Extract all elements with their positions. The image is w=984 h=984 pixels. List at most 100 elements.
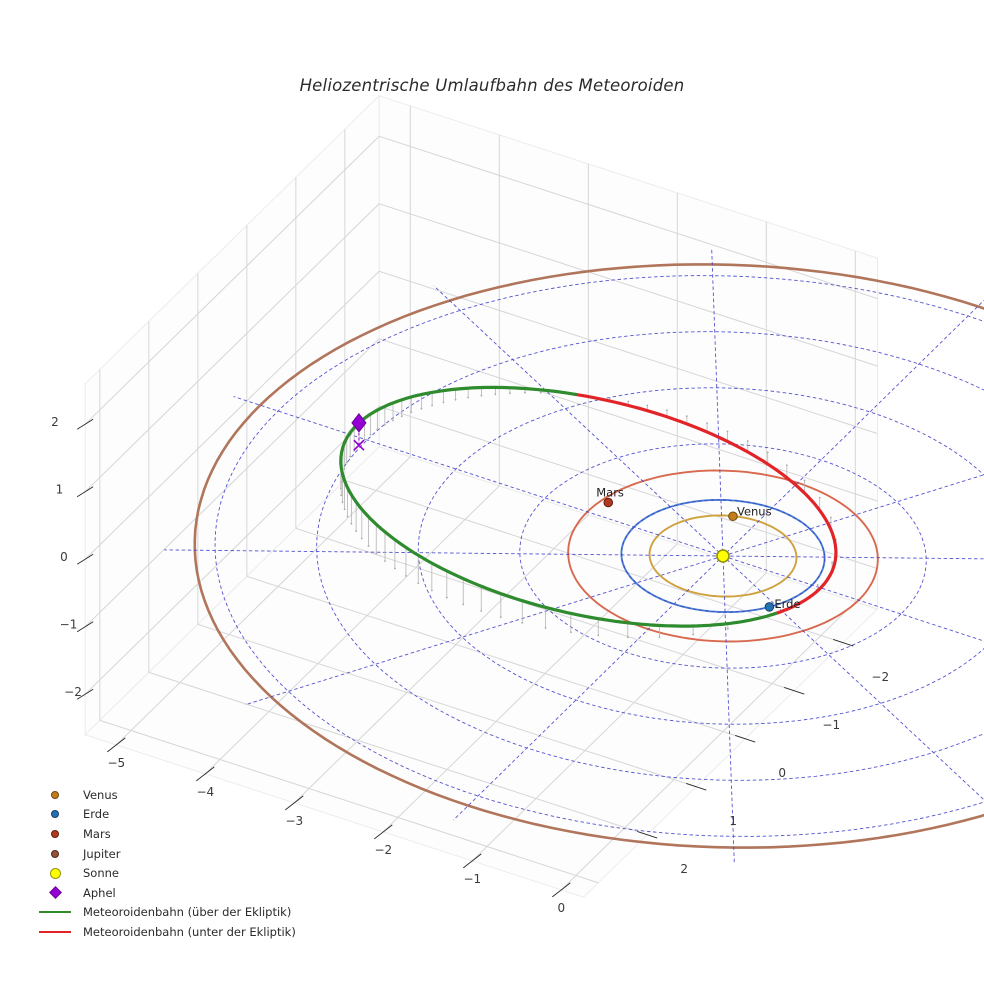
stem-base-dot — [376, 428, 379, 431]
meteoroid-path-below-ecliptic — [574, 392, 838, 616]
stem-base-dot — [345, 461, 348, 464]
line-icon — [39, 911, 71, 914]
dot-icon — [51, 810, 59, 819]
x-axis-tick-label: −5 — [107, 756, 125, 770]
legend-item-erde: Erde — [33, 805, 296, 825]
stem-base-dot — [658, 636, 661, 639]
y-axis-tick — [735, 735, 756, 743]
planet-markers: Venus Erde Mars — [596, 486, 801, 612]
ecliptic-grid-radial — [164, 549, 716, 557]
stem-base-dot — [627, 400, 630, 403]
axis-tick-labels: −5 −4 −3 −2 −1 0 −2 −1 0 1 2 −2 −1 0 1 2 — [51, 415, 889, 915]
stem-base-dot — [346, 515, 349, 518]
x-axis-tick-label: −2 — [374, 843, 392, 857]
legend-dot-marker — [33, 810, 77, 819]
y-axis-tick — [686, 783, 707, 791]
floor-x-gridline — [471, 572, 767, 862]
stem-base-dot — [706, 422, 708, 425]
z-axis-tick — [76, 418, 94, 430]
stem-base-dot — [818, 496, 821, 499]
aphel-diamond-marker — [351, 413, 367, 433]
dot-icon — [51, 849, 59, 858]
legend-label: Jupiter — [83, 846, 121, 861]
z-axis-tick-label: 2 — [51, 415, 59, 429]
legend-item-meteoroidenbahn: Meteoroidenbahn (über der Ekliptik) — [33, 903, 296, 923]
legend-dot-marker — [33, 867, 77, 879]
stem-base-dot — [355, 530, 358, 533]
ecliptic-grid-radial — [726, 299, 984, 553]
stem-base-dot — [544, 627, 547, 629]
x-axis-tick — [552, 882, 571, 898]
erde-label: Erde — [774, 597, 800, 611]
legend-dot-marker — [33, 849, 77, 858]
ecliptic-grid-radial — [730, 555, 984, 560]
floor-x-gridline — [115, 456, 411, 746]
legend-diamond-marker — [33, 886, 77, 900]
stem-base-dot — [383, 423, 386, 426]
stem-base-dot — [341, 501, 344, 504]
x-axis-tick — [285, 795, 304, 811]
stem-base-dot — [803, 479, 806, 482]
x-axis-tick-label: 0 — [557, 901, 565, 915]
ecliptic-grid-radial — [453, 559, 720, 821]
z-axis-tick — [76, 621, 94, 633]
stem-base-dot — [831, 561, 833, 564]
x-axis-tick — [374, 824, 393, 840]
ecliptic-grid-radial — [728, 474, 984, 555]
legend-label: Venus — [83, 787, 118, 802]
stem-base-dot — [480, 394, 483, 397]
left-wall-z-gridline — [84, 338, 380, 628]
ecliptic-grid-radial — [722, 559, 735, 865]
z-axis-tick-label: 1 — [56, 483, 64, 497]
stem-base-dot — [420, 407, 423, 410]
ecliptic-grid-radial — [233, 396, 717, 555]
pane-group — [84, 94, 879, 898]
stem-base-dot — [539, 391, 542, 394]
x-axis-tick-label: −4 — [196, 785, 214, 799]
legend-label: Meteoroidenbahn (über der Ekliptik) — [83, 905, 292, 920]
back-wall-z-gridline — [378, 405, 878, 570]
z-axis-tick-label: 0 — [60, 550, 68, 564]
dot-icon — [51, 790, 59, 799]
x-axis-tick — [107, 737, 126, 753]
stem-base-dot — [726, 430, 729, 433]
y-axis-tick-label: −2 — [871, 670, 889, 684]
legend-label: Erde — [83, 807, 110, 822]
stem-base-dot — [816, 583, 819, 586]
stem-base-dot — [521, 621, 524, 624]
stem-base-dot — [384, 560, 386, 562]
stem-base-dot — [367, 545, 370, 547]
x-axis-tick — [463, 853, 482, 869]
aphel-group — [351, 413, 367, 451]
stem-base-dot — [369, 433, 372, 436]
legend-dot-marker — [33, 829, 77, 838]
legend-item-meteoroidenbahn: Meteoroidenbahn (unter der Ekliptik) — [33, 922, 296, 942]
stem-base-dot — [400, 415, 403, 418]
left-wall-z-gridline — [84, 135, 380, 425]
legend-line-swatch — [33, 930, 77, 933]
legend-label: Mars — [83, 826, 111, 841]
z-axis-tick — [76, 688, 94, 700]
chart-title: Heliozentrische Umlaufbahn des Meteoroid… — [299, 76, 685, 95]
stem-base-dot — [339, 487, 342, 490]
stem-base-dot — [726, 627, 729, 630]
venus-label: Venus — [737, 504, 772, 518]
ecliptic-grid-radial — [244, 557, 718, 706]
stem-base-dot — [405, 574, 407, 577]
stem-base-dot — [349, 455, 352, 458]
sun-marker — [716, 549, 730, 563]
x-axis-tick-label: −3 — [285, 814, 303, 828]
stem-base-dot — [445, 596, 448, 599]
line-icon — [39, 930, 71, 933]
stem-base-dot — [454, 398, 457, 401]
ecliptic-grid-radial — [433, 285, 720, 553]
legend-label: Sonne — [83, 866, 119, 881]
stem-base-dot — [508, 392, 511, 395]
z-axis-tick-label: −2 — [64, 685, 82, 699]
stem-base-dot — [646, 404, 649, 407]
z-axis-tick-label: −1 — [60, 618, 78, 632]
left-wall-z-gridline — [84, 203, 380, 493]
stem-base-dot — [393, 567, 396, 570]
